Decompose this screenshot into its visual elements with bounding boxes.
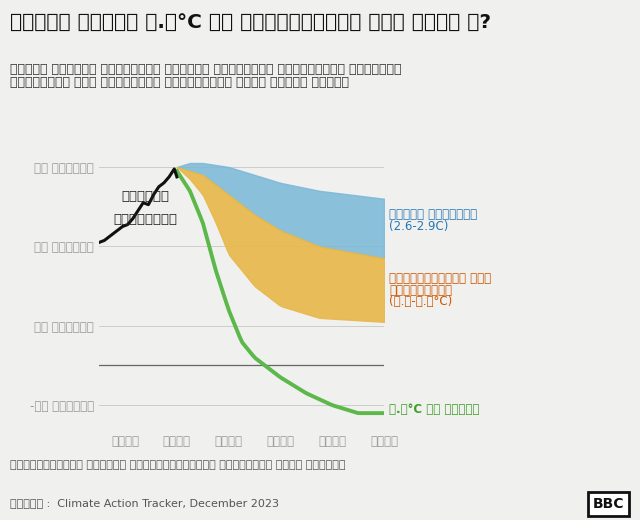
Text: लक्ष्यहरू: लक्ष्यहरू [389, 283, 452, 296]
Text: उत्सर्जनलाई कार्बन डाइअक्साइडसरह गिगाटनमा मापन गरिन्छ: उत्सर्जनलाई कार्बन डाइअक्साइडसरह गिगाटनम… [10, 460, 345, 470]
Text: १.५°C को मार्ग: १.५°C को मार्ग [389, 402, 479, 415]
Text: उत्सर्जन तथा भविष्यको तापक्रमको स्तर भिन्न हुन्छ: उत्सर्जन तथा भविष्यको तापक्रमको स्तर भिन… [10, 76, 349, 89]
Text: बीचमा चालिने कदमहरूका आधारमा अनुमानित ग्रीनहाउस ग्यासको: बीचमा चालिने कदमहरूका आधारमा अनुमानित ग्… [10, 63, 401, 76]
Text: प्रतिबद्धता तथा: प्रतिबद्धता तथा [389, 271, 492, 284]
Text: (2.6-2.9C): (2.6-2.9C) [389, 220, 449, 233]
Text: विगतको: विगतको [122, 190, 170, 203]
Text: BBC: BBC [593, 497, 624, 511]
Text: विश्व आफ्नो १.५°C को लक्ष्यतर्फ कति निजक छ?: विश्व आफ्नो १.५°C को लक्ष्यतर्फ कति निजक… [10, 13, 491, 32]
Text: (१.८-२.१°C): (१.८-२.१°C) [389, 295, 452, 308]
Text: स्रोत :  Climate Action Tracker, December 2023: स्रोत : Climate Action Tracker, December… [10, 498, 278, 508]
Text: उत्सर्जन: उत्सर्जन [114, 213, 178, 226]
Text: हालका नीतिहरू: हालका नीतिहरू [389, 208, 477, 221]
